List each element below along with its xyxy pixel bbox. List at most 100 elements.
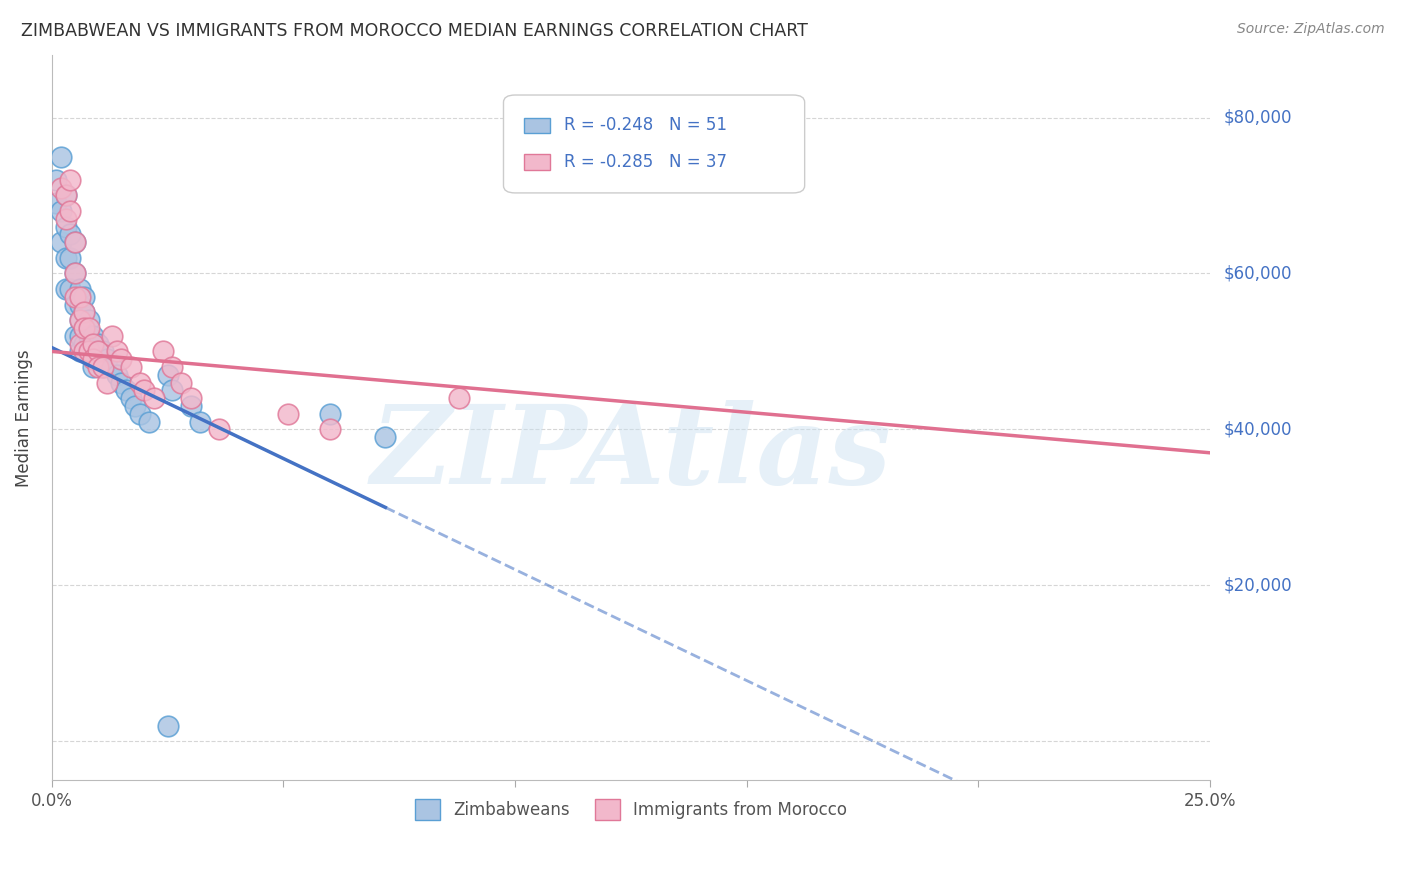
Point (49, 180, 72, 194)
Point (69, 336, 91, 351)
Text: $60,000: $60,000 (1225, 264, 1292, 283)
Point (59, 251, 82, 265)
Text: $20,000: $20,000 (1225, 576, 1292, 594)
Point (82, 336, 104, 351)
Point (101, 359, 124, 374)
Point (82, 329, 104, 343)
Point (55, 282, 77, 296)
Point (138, 415, 160, 429)
Text: ZIPAtlas: ZIPAtlas (370, 401, 891, 508)
Point (91, 359, 114, 374)
Point (87, 352, 110, 367)
Point (319, 407, 342, 421)
Point (63, 329, 86, 343)
Point (59, 282, 82, 296)
Point (73, 321, 96, 335)
FancyBboxPatch shape (503, 95, 804, 193)
Point (55, 219, 77, 234)
Point (69, 282, 91, 296)
Point (87, 359, 110, 374)
Point (91, 359, 114, 374)
Point (101, 329, 124, 343)
Point (55, 251, 77, 265)
Point (449, 391, 471, 405)
Point (55, 188, 77, 202)
Text: $80,000: $80,000 (1225, 109, 1292, 127)
Point (87, 344, 110, 359)
Point (180, 391, 202, 405)
Point (69, 313, 91, 327)
Point (59, 227, 82, 242)
Point (63, 235, 86, 250)
Point (319, 422, 342, 436)
Point (120, 359, 142, 374)
Point (96, 352, 118, 367)
Y-axis label: Median Earnings: Median Earnings (15, 349, 32, 486)
Point (374, 430, 396, 444)
Point (73, 290, 96, 304)
Point (63, 267, 86, 281)
Point (55, 211, 77, 226)
Text: R = -0.285   N = 37: R = -0.285 N = 37 (564, 153, 727, 170)
Point (49, 204, 72, 219)
Point (156, 368, 179, 382)
Point (124, 399, 146, 413)
Point (96, 376, 118, 390)
Point (87, 336, 110, 351)
Point (105, 368, 128, 382)
Point (277, 407, 299, 421)
Point (59, 204, 82, 219)
Point (73, 321, 96, 335)
Point (77, 344, 100, 359)
Point (45, 196, 67, 211)
Point (73, 344, 96, 359)
Point (180, 399, 202, 413)
Text: $40,000: $40,000 (1225, 420, 1292, 438)
Point (134, 384, 156, 398)
Point (128, 376, 150, 390)
Point (49, 235, 72, 250)
Point (73, 336, 96, 351)
FancyBboxPatch shape (524, 153, 550, 169)
Point (142, 391, 165, 405)
Point (170, 376, 193, 390)
Point (82, 359, 104, 374)
Point (69, 313, 91, 327)
Point (63, 235, 86, 250)
Point (110, 376, 132, 390)
Point (82, 352, 104, 367)
Point (82, 344, 104, 359)
FancyBboxPatch shape (524, 118, 550, 134)
Point (69, 298, 91, 312)
Point (69, 290, 91, 304)
Point (152, 344, 174, 359)
Legend: Zimbabweans, Immigrants from Morocco: Zimbabweans, Immigrants from Morocco (408, 793, 853, 826)
Point (128, 407, 150, 421)
Point (207, 422, 229, 436)
Point (110, 352, 132, 367)
Point (73, 305, 96, 319)
Point (55, 188, 77, 202)
Point (63, 290, 86, 304)
Point (77, 313, 100, 327)
Point (69, 329, 91, 343)
Text: Source: ZipAtlas.com: Source: ZipAtlas.com (1237, 22, 1385, 37)
Point (160, 384, 183, 398)
Point (63, 298, 86, 312)
Point (45, 173, 67, 187)
Point (63, 267, 86, 281)
Point (105, 344, 128, 359)
Point (115, 384, 138, 398)
Point (49, 149, 72, 163)
Point (160, 359, 183, 374)
Point (77, 344, 100, 359)
Text: R = -0.248   N = 51: R = -0.248 N = 51 (564, 117, 727, 135)
Point (69, 344, 91, 359)
Text: ZIMBABWEAN VS IMMIGRANTS FROM MOROCCO MEDIAN EARNINGS CORRELATION CHART: ZIMBABWEAN VS IMMIGRANTS FROM MOROCCO ME… (21, 22, 808, 40)
Point (188, 415, 211, 429)
Point (59, 173, 82, 187)
Point (73, 305, 96, 319)
Point (156, 719, 179, 733)
Point (77, 329, 100, 343)
Point (77, 321, 100, 335)
